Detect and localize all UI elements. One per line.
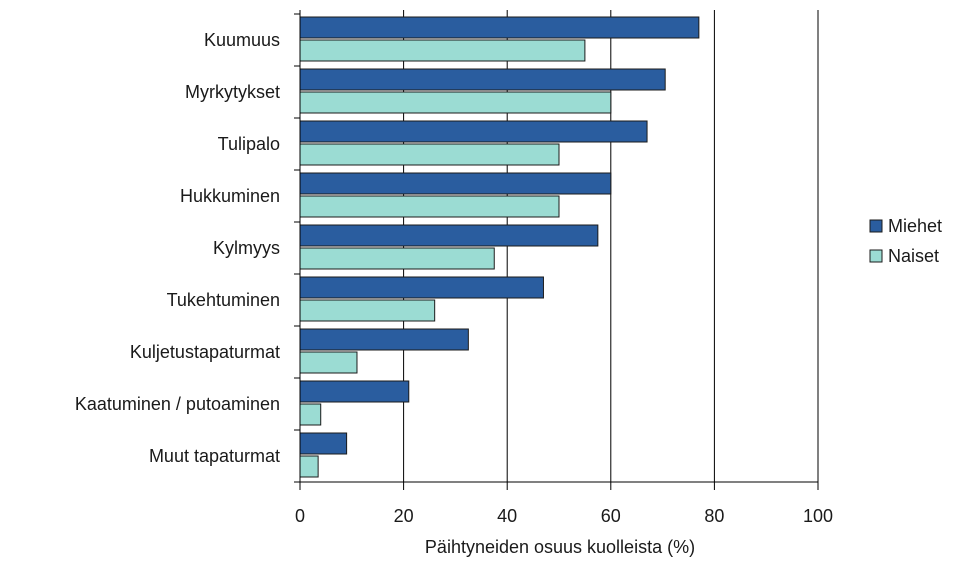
category-label-0: Kuumuus — [204, 30, 280, 50]
bar-naiset-2 — [299, 143, 560, 166]
bars — [299, 16, 700, 478]
x-tick-label-100: 100 — [803, 506, 833, 526]
bar-naiset-4 — [299, 247, 495, 270]
bar-naiset-5 — [299, 299, 436, 322]
bar-miehet-5 — [299, 276, 544, 299]
bar-miehet-7 — [299, 380, 410, 403]
bar-miehet-4 — [299, 224, 599, 247]
x-axis-title: Päihtyneiden osuus kuolleista (%) — [425, 537, 695, 557]
bar-naiset-3 — [299, 195, 560, 218]
bar-miehet-0 — [299, 16, 700, 39]
bar-naiset-0 — [299, 39, 586, 62]
legend-swatch-naiset — [869, 249, 883, 263]
category-labels: Kuumuus Myrkytykset Tulipalo Hukkuminen Kylm… — [75, 30, 280, 466]
bar-naiset-6 — [299, 351, 358, 374]
category-label-2: Tulipalo — [218, 134, 280, 154]
bar-miehet-1 — [299, 68, 666, 91]
category-label-8: Muut tapaturmat — [149, 446, 280, 466]
x-tick-label-20: 20 — [394, 506, 414, 526]
bar-miehet-3 — [299, 172, 612, 195]
legend-label-miehet: Miehet — [888, 216, 942, 236]
category-label-1: Myrkytykset — [185, 82, 280, 102]
category-label-4: Kylmyys — [213, 238, 280, 258]
bar-naiset-7 — [299, 403, 322, 426]
bar-miehet-6 — [299, 328, 469, 351]
x-tick-label-60: 60 — [601, 506, 621, 526]
legend: Miehet Naiset — [869, 216, 942, 266]
bar-miehet-8 — [299, 432, 348, 455]
category-label-5: Tukehtuminen — [167, 290, 280, 310]
axes — [294, 10, 819, 490]
tick-labels: 0 20 40 60 80 100 — [295, 506, 833, 526]
x-tick-label-0: 0 — [295, 506, 305, 526]
bar-naiset-8 — [299, 455, 319, 478]
category-label-6: Kuljetustapaturmat — [130, 342, 280, 362]
legend-swatch-miehet — [869, 219, 883, 233]
bar-miehet-2 — [299, 120, 648, 143]
x-tick-label-80: 80 — [704, 506, 724, 526]
legend-label-naiset: Naiset — [888, 246, 939, 266]
bar-naiset-1 — [299, 91, 612, 114]
x-tick-label-40: 40 — [497, 506, 517, 526]
category-label-3: Hukkuminen — [180, 186, 280, 206]
category-label-7: Kaatuminen / putoaminen — [75, 394, 280, 414]
